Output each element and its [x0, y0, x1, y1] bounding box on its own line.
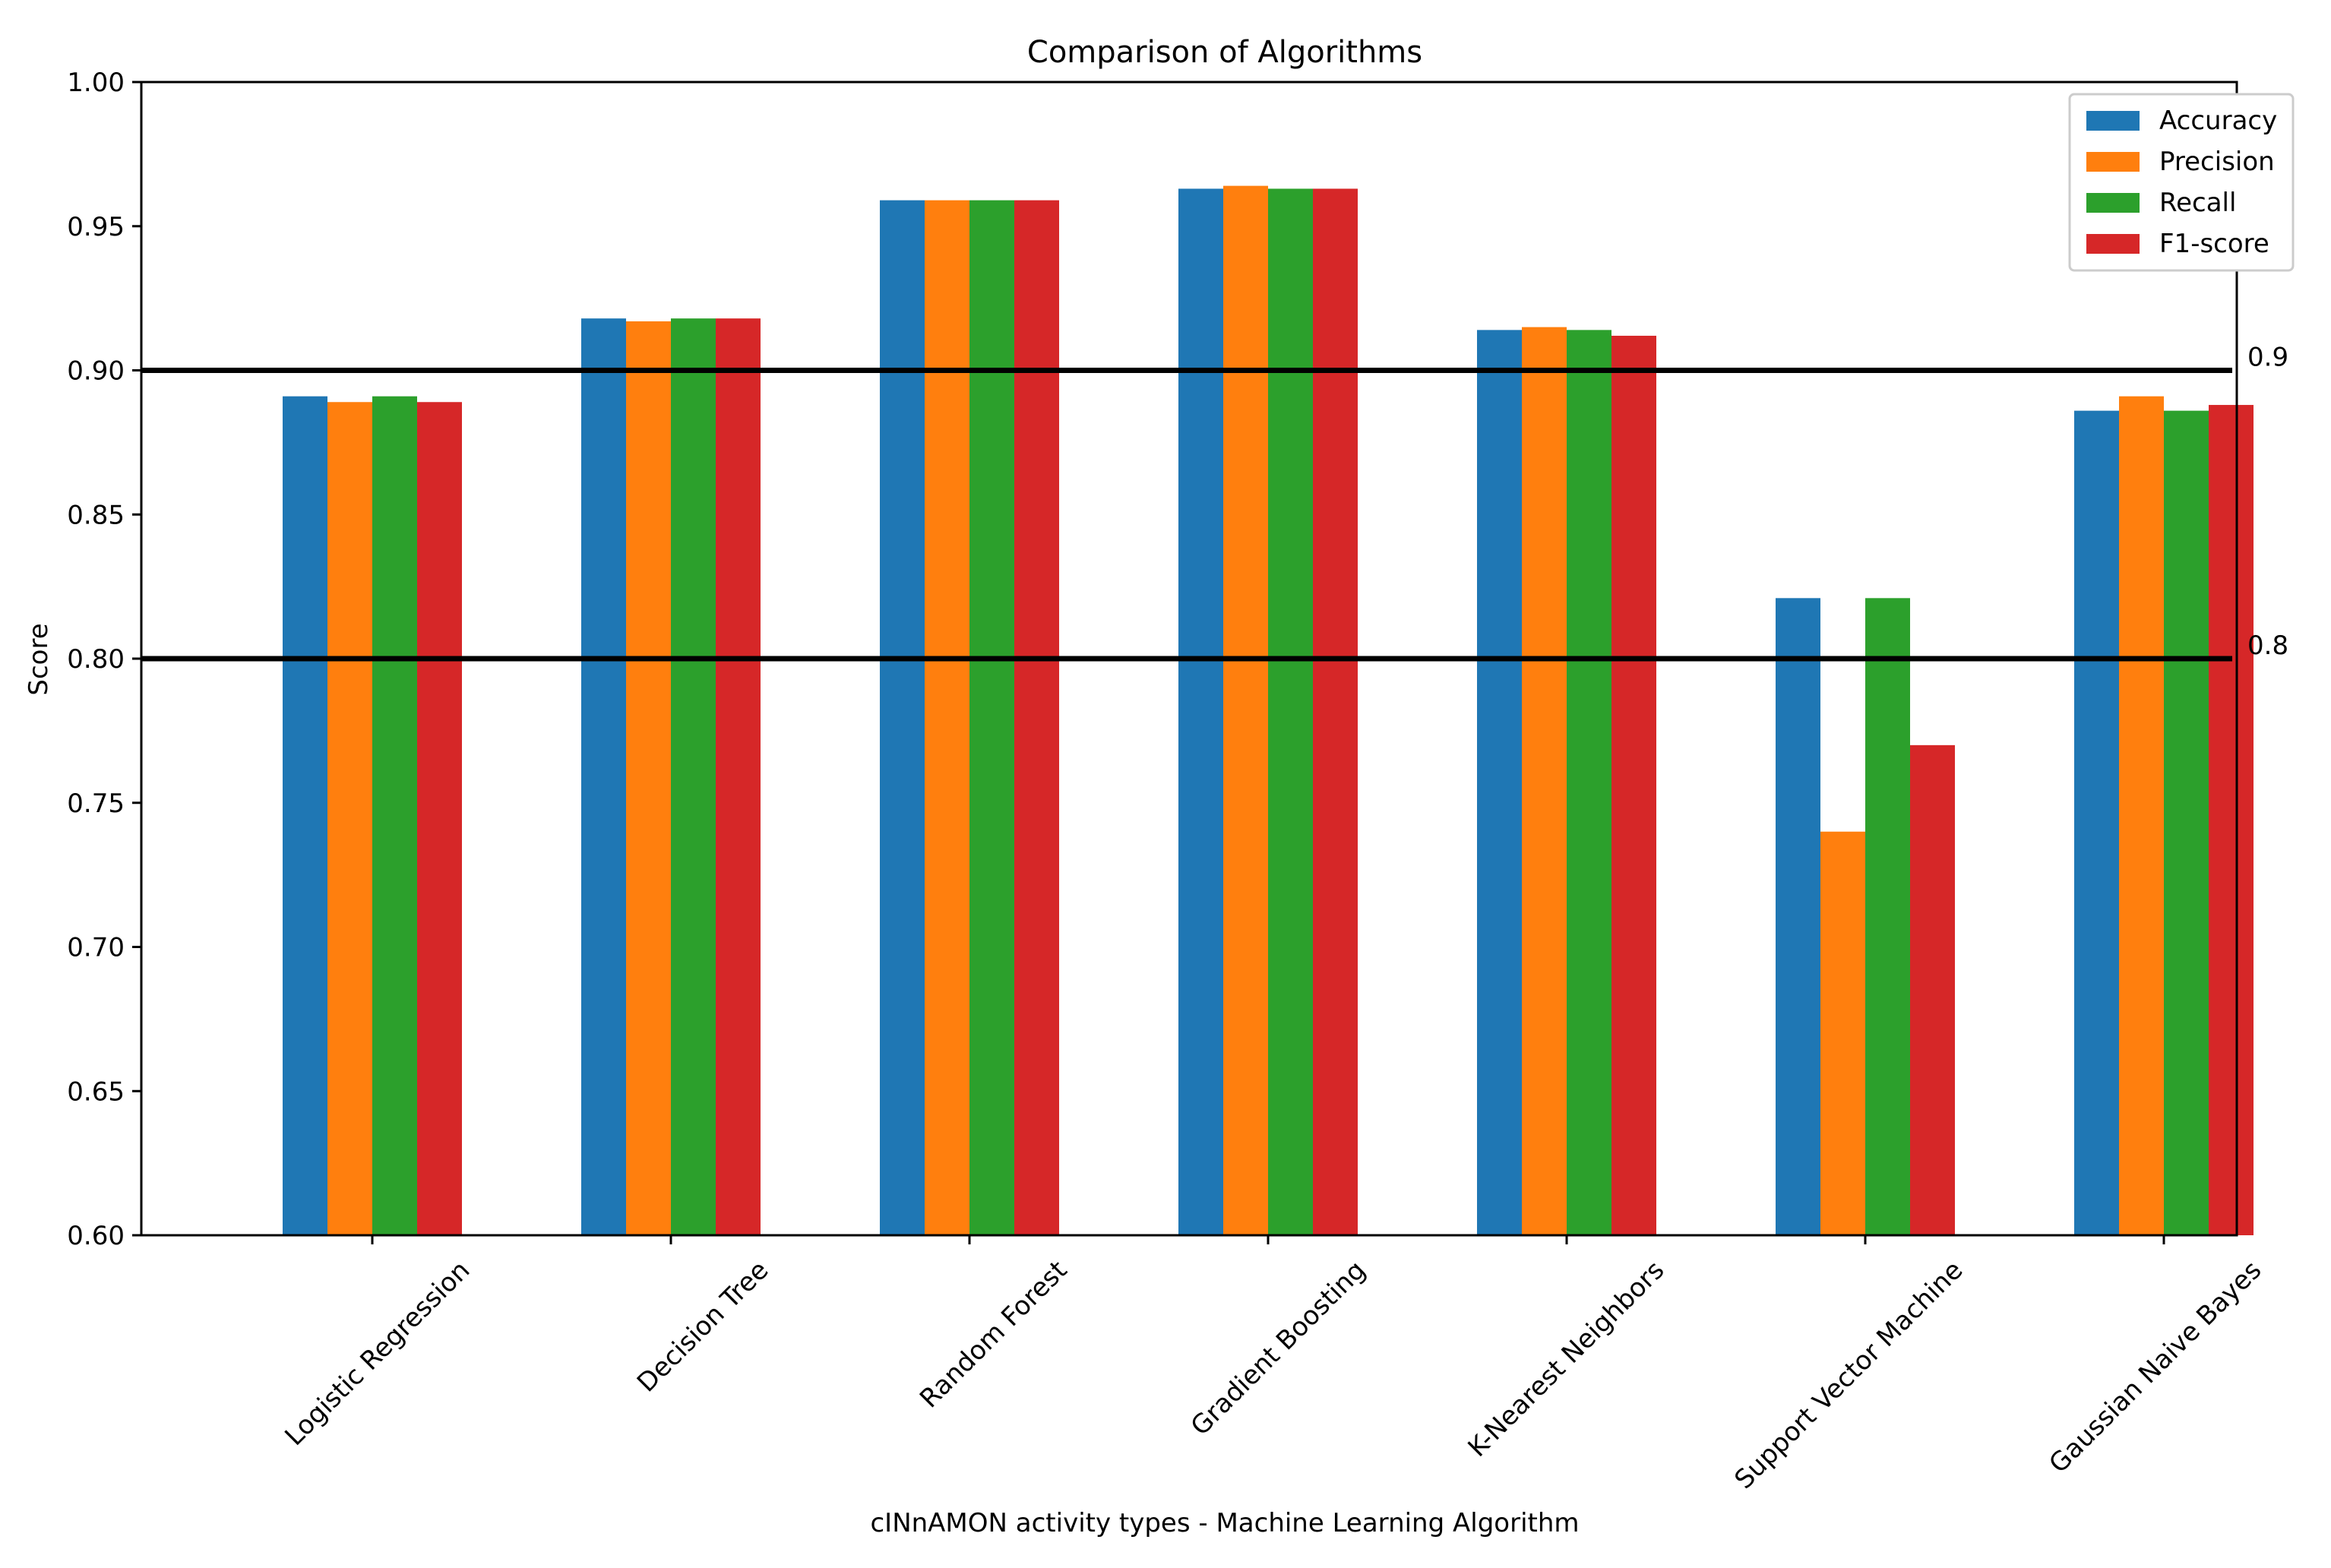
chart-title: Comparison of Algorithms	[1027, 35, 1422, 70]
legend-label: Accuracy	[2159, 106, 2277, 136]
y-axis-title: Score	[24, 623, 54, 695]
bar-f1-score-5	[1611, 335, 1656, 1236]
bar-accuracy-3	[880, 200, 925, 1236]
reference-line-label: 0.8	[2247, 631, 2288, 661]
y-tick-label: 0.70	[67, 933, 125, 963]
bar-accuracy-5	[1477, 330, 1522, 1235]
bar-accuracy-1	[283, 396, 327, 1235]
legend-label: F1-score	[2159, 229, 2269, 259]
bar-precision-1	[327, 402, 372, 1235]
bar-recall-5	[1567, 330, 1611, 1235]
bar-accuracy-6	[1776, 598, 1820, 1235]
bar-precision-4	[1223, 185, 1268, 1235]
legend-swatch-precision	[2086, 152, 2140, 172]
y-tick-label: 0.80	[67, 644, 125, 675]
y-tick-label: 0.75	[67, 789, 125, 819]
bar-f1-score-3	[1014, 200, 1059, 1236]
bar-precision-2	[626, 321, 671, 1235]
bar-f1-score-2	[716, 318, 761, 1236]
bar-precision-5	[1522, 327, 1567, 1236]
y-tick-label: 1.00	[67, 68, 125, 98]
legend-swatch-accuracy	[2086, 111, 2140, 131]
y-tick-label: 0.85	[67, 500, 125, 530]
bar-recall-4	[1268, 188, 1313, 1235]
y-tick-label: 0.65	[67, 1076, 125, 1107]
bar-precision-3	[925, 200, 969, 1236]
y-tick-label: 0.90	[67, 356, 125, 387]
reference-line-label: 0.9	[2247, 343, 2288, 373]
bar-precision-7	[2119, 396, 2164, 1235]
legend: Accuracy Precision Recall F1-score	[2068, 93, 2295, 272]
bar-recall-1	[372, 396, 417, 1235]
bar-accuracy-7	[2074, 410, 2119, 1235]
bar-f1-score-7	[2209, 405, 2254, 1235]
legend-box	[2068, 93, 2295, 272]
bar-precision-6	[1820, 831, 1865, 1235]
x-axis-title: cINnAMON activity types - Machine Learni…	[870, 1508, 1579, 1538]
bar-recall-7	[2164, 410, 2209, 1235]
bar-accuracy-2	[581, 318, 626, 1236]
bar-accuracy-4	[1178, 188, 1223, 1235]
legend-label: Recall	[2159, 188, 2236, 218]
y-tick-label: 0.60	[67, 1221, 125, 1251]
bar-recall-3	[969, 200, 1014, 1236]
bar-f1-score-4	[1313, 188, 1358, 1235]
bar-f1-score-1	[417, 402, 462, 1235]
y-tick-label: 0.95	[67, 212, 125, 242]
bar-recall-2	[671, 318, 716, 1236]
bar-recall-6	[1865, 598, 1910, 1235]
bar-f1-score-6	[1910, 744, 1955, 1235]
legend-swatch-recall	[2086, 193, 2140, 213]
legend-swatch-f1-score	[2086, 234, 2140, 254]
legend-label: Precision	[2159, 147, 2275, 177]
